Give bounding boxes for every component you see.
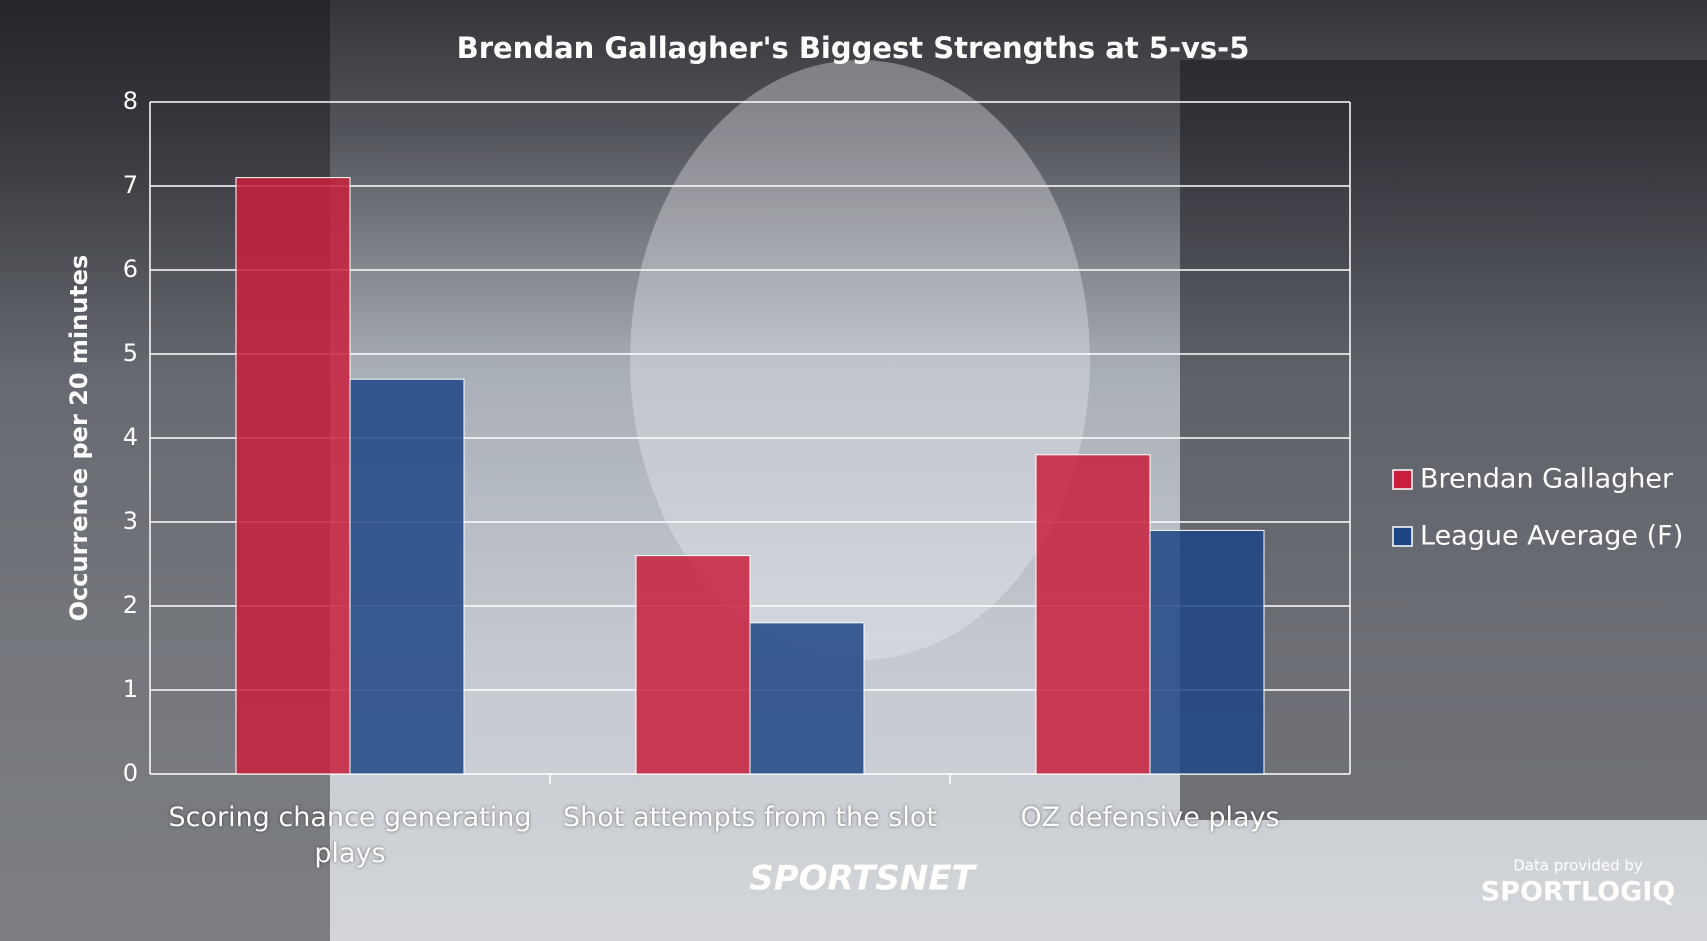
y-tick-label: 2	[123, 591, 138, 619]
bar	[1149, 529, 1265, 775]
legend-swatch	[1392, 469, 1413, 490]
provider-logo: SPORTLOGIQ	[1481, 877, 1676, 908]
x-tick-label: OZ defensive plays	[1020, 802, 1280, 833]
chart-title: Brendan Gallagher's Biggest Strengths at…	[457, 31, 1250, 65]
brand-logo: SPORTSNET	[749, 859, 977, 899]
photo-shape	[630, 60, 1090, 660]
x-tick-label: Scoring chance generating plays	[168, 802, 532, 869]
bar	[1035, 454, 1151, 775]
y-tick-label: 0	[123, 759, 138, 787]
bar	[235, 177, 351, 775]
y-tick-label: 4	[123, 423, 138, 451]
bar	[749, 622, 865, 775]
y-tick-label: 5	[123, 339, 138, 367]
x-tick-label: Shot attempts from the slot	[563, 802, 937, 833]
y-tick-label: 1	[123, 675, 138, 703]
provider-note: Data provided by	[1513, 857, 1643, 875]
legend-label: Brendan Gallagher	[1420, 464, 1674, 495]
y-tick-label: 8	[123, 87, 138, 115]
y-tick-label: 3	[123, 507, 138, 535]
bar	[635, 555, 751, 775]
legend-label: League Average (F)	[1420, 521, 1683, 552]
legend-swatch	[1392, 526, 1413, 547]
bar	[349, 378, 465, 775]
y-tick-label: 7	[123, 171, 138, 199]
y-tick-label: 6	[123, 255, 138, 283]
y-axis-label: Occurrence per 20 minutes	[65, 255, 93, 622]
